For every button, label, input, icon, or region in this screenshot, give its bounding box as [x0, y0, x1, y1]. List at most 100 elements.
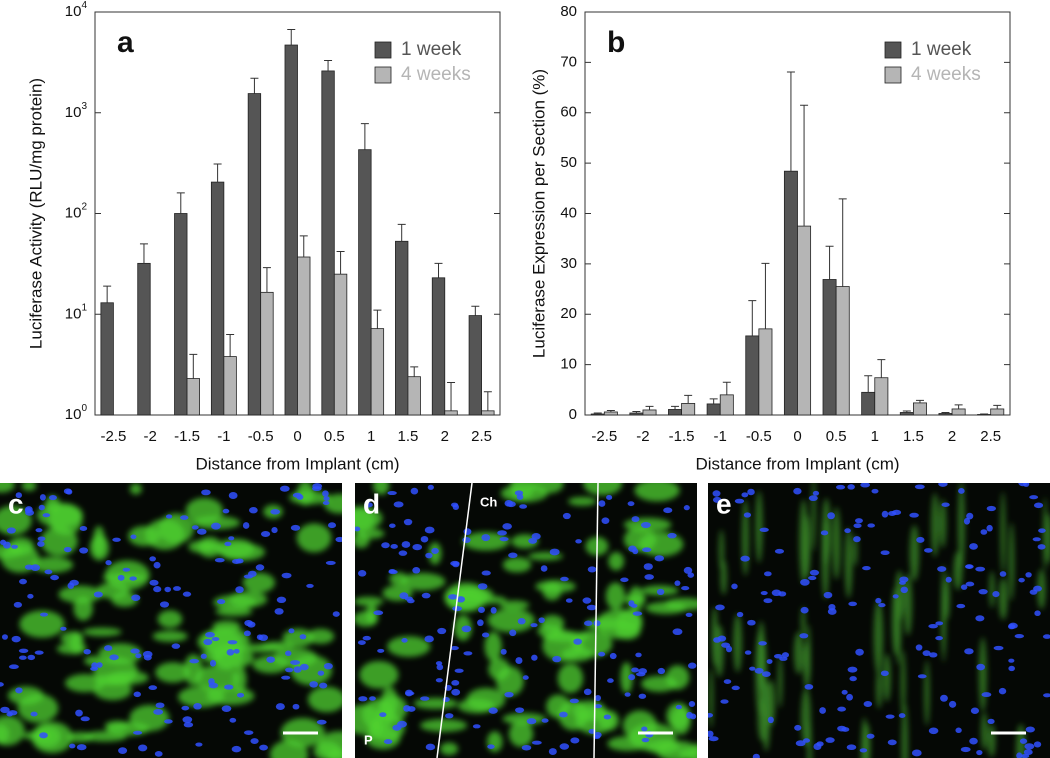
green-blob	[365, 726, 401, 750]
nucleus	[69, 579, 79, 586]
green-blob	[608, 551, 625, 571]
bar	[745, 335, 760, 416]
nucleus	[827, 512, 835, 520]
error-bar	[287, 29, 296, 46]
bar	[395, 240, 409, 416]
nucleus	[1, 634, 8, 640]
error-bar	[915, 399, 924, 403]
nucleus	[848, 601, 857, 607]
nucleus	[222, 508, 230, 514]
nucleus	[279, 485, 290, 492]
green-blob	[805, 624, 811, 677]
nucleus	[201, 489, 211, 496]
error-bar	[373, 309, 382, 329]
nucleus	[211, 637, 220, 642]
x-tick-label: 2.5	[471, 428, 492, 445]
nucleus	[628, 674, 636, 681]
nucleus	[293, 666, 302, 673]
error-bar	[434, 262, 443, 278]
green-blob	[487, 608, 535, 633]
nucleus	[935, 636, 943, 641]
nucleus	[276, 596, 287, 604]
bar	[431, 277, 446, 416]
nucleus	[398, 550, 408, 556]
green-blob	[628, 586, 644, 612]
y-tick-label: 50	[560, 154, 577, 171]
nucleus	[609, 652, 617, 660]
bar	[468, 315, 482, 416]
nucleus	[531, 654, 538, 661]
nucleus	[928, 727, 939, 735]
nucleus	[425, 552, 433, 559]
nucleus	[500, 648, 507, 655]
green-signal	[0, 483, 342, 758]
nucleus	[1018, 483, 1028, 487]
green-blob	[733, 613, 743, 673]
nucleus	[917, 674, 927, 679]
green-blob	[941, 580, 946, 663]
green-blob	[615, 622, 641, 640]
bar	[370, 328, 385, 416]
nucleus	[540, 565, 548, 572]
green-blob	[508, 720, 534, 747]
nucleus	[488, 707, 498, 714]
nucleus	[364, 502, 373, 508]
nucleus	[1042, 634, 1050, 639]
nucleus	[472, 724, 481, 729]
nucleus	[3, 541, 11, 549]
nucleus	[731, 583, 738, 590]
green-blob	[484, 631, 502, 662]
nucleus	[509, 629, 517, 637]
nucleus	[1025, 572, 1032, 578]
green-blob	[664, 597, 697, 611]
nucleus	[867, 523, 875, 528]
nucleus	[849, 676, 857, 682]
nucleus	[214, 557, 225, 563]
y-tick-label: 60	[560, 104, 577, 121]
nucleus	[681, 585, 690, 591]
nucleus	[456, 596, 466, 603]
error-bar	[980, 413, 989, 415]
nucleus	[499, 537, 509, 542]
bar	[137, 262, 151, 416]
nucleus	[1032, 537, 1041, 542]
nucleus	[1007, 623, 1016, 630]
green-blob	[152, 630, 188, 642]
green-blob	[419, 718, 468, 732]
x-tick-label: -2	[636, 428, 649, 445]
nucleus	[878, 602, 886, 608]
nucleus	[37, 536, 46, 542]
tick-exponent: 3	[81, 100, 87, 111]
nucleus	[956, 603, 966, 609]
nucleus	[274, 608, 284, 615]
nucleus	[1023, 749, 1033, 756]
nucleus	[635, 652, 642, 658]
nucleus	[164, 586, 172, 593]
nucleus	[266, 656, 276, 663]
nucleus	[559, 743, 570, 750]
nucleus	[631, 667, 639, 673]
nucleus	[27, 593, 34, 599]
nucleus	[975, 566, 986, 572]
nucleus	[183, 722, 194, 728]
nucleus	[643, 563, 653, 570]
nucleus	[243, 730, 254, 735]
nucleus	[357, 640, 366, 645]
error-bar	[250, 77, 259, 94]
error-bar	[397, 223, 406, 242]
x-tick-label: 0	[293, 428, 301, 445]
legend-label: 4 weeks	[911, 64, 981, 85]
nucleus	[587, 566, 597, 573]
nucleus	[752, 753, 760, 758]
green-blob	[486, 731, 503, 753]
green-blob	[0, 505, 32, 536]
x-tick-label: -1	[714, 428, 727, 445]
nucleus	[437, 627, 447, 635]
green-blob	[252, 655, 290, 674]
nucleus	[18, 648, 29, 653]
nucleus	[69, 743, 76, 749]
y-tick-label: 70	[560, 53, 577, 70]
error-bar	[299, 235, 308, 258]
x-tick-label: 0	[793, 428, 801, 445]
